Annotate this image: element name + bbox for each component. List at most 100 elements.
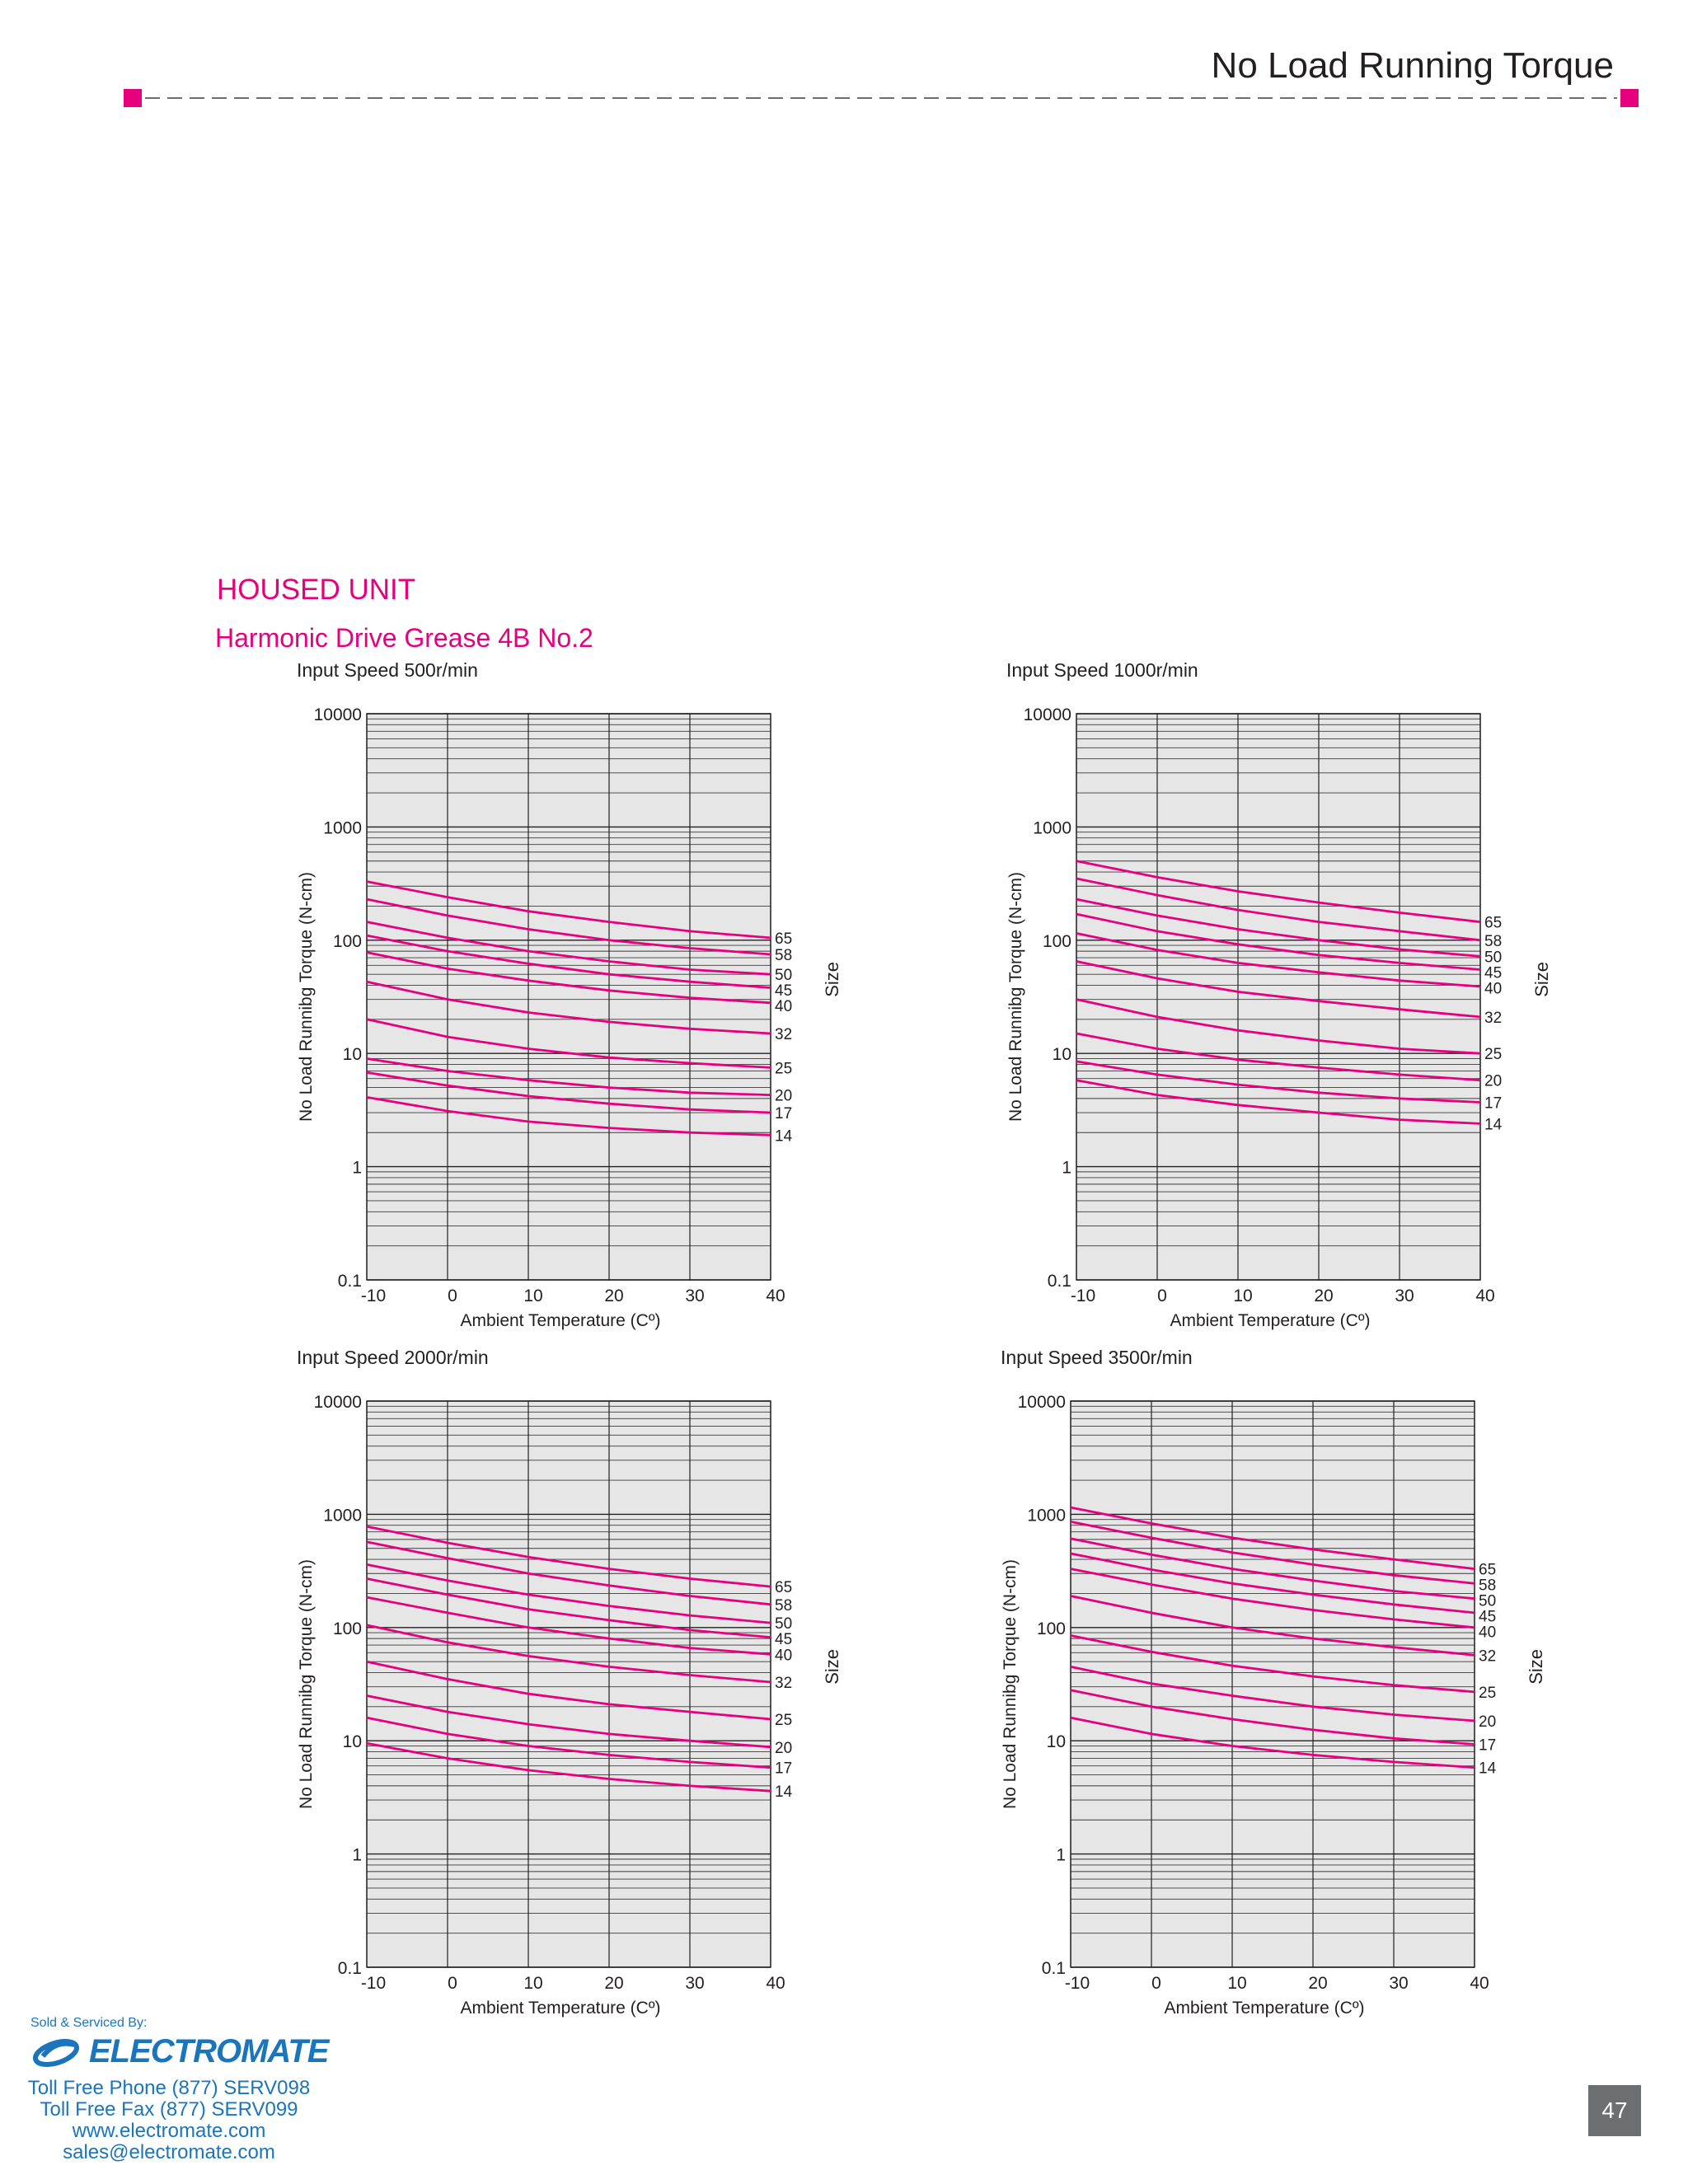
series-label-size-20: 20 <box>1484 1073 1502 1090</box>
x-tick-label: 0 <box>1157 1286 1167 1305</box>
x-axis-label: Ambient Temperature (Cº) <box>460 1999 660 2018</box>
series-line-size-58 <box>366 898 771 956</box>
series-label-size-50: 50 <box>775 967 792 984</box>
series-label-size-65: 65 <box>775 1579 792 1596</box>
x-tick-label: 40 <box>1475 1286 1494 1305</box>
y-tick-label: 10000 <box>1018 1393 1066 1412</box>
y-tick-label: 0.1 <box>1042 1959 1066 1978</box>
y-axis-label: No Load Runnibg Torque (N-cm) <box>1001 1559 1020 1809</box>
y-tick-label: 0.1 <box>338 1959 362 1978</box>
series-line-size-25 <box>1070 1634 1475 1694</box>
series-line-size-45 <box>1070 1552 1475 1615</box>
website-link[interactable]: www.electromate.com <box>72 2120 266 2142</box>
x-tick-label: 30 <box>1395 1286 1414 1305</box>
chart-3500rpm: Input Speed 3500r/min 10000 1000 100 10 1 0.1… <box>1001 1347 1688 2018</box>
x-tick-label: 20 <box>604 1974 623 1993</box>
series-line-size-58 <box>1076 877 1481 942</box>
x-tick-label: 30 <box>1389 1974 1408 1993</box>
y-tick-label: 100 <box>1043 932 1071 951</box>
chart-1000rpm: Input Speed 1000r/min 10000 1000 100 10 1 0.1… <box>1006 659 1688 1330</box>
series-label-size-20: 20 <box>775 1088 792 1105</box>
series-label-size-14: 14 <box>775 1127 793 1145</box>
series-line-size-50 <box>366 1563 771 1624</box>
series-label-size-14: 14 <box>1479 1760 1497 1778</box>
chart-title: Input Speed 1000r/min <box>1006 659 1198 681</box>
series-label-size-45: 45 <box>1484 964 1502 982</box>
y-tick-label: 1000 <box>323 818 362 837</box>
brand-name: ELECTROMATE <box>89 2032 329 2069</box>
x-tick-label: 0 <box>448 1974 457 1993</box>
series-line-size-50 <box>1070 1537 1475 1601</box>
series-label-size-17: 17 <box>775 1760 792 1778</box>
series-line-size-32 <box>366 1624 771 1684</box>
y-axis-label: No Load Runnibg Torque (N-cm) <box>297 1559 316 1809</box>
plot-border <box>1076 713 1481 1281</box>
legend-title: Size <box>822 962 842 997</box>
x-tick-label: 0 <box>448 1286 457 1305</box>
series-line-size-50 <box>1076 898 1481 958</box>
plot-area <box>1071 1401 1475 1967</box>
electromate-logo[interactable]: ELECTROMATE <box>31 2031 329 2072</box>
plot-border <box>366 1400 771 1968</box>
series-line-size-25 <box>1076 998 1481 1055</box>
series-label-size-58: 58 <box>1479 1577 1496 1595</box>
y-tick-label: 10 <box>1047 1732 1066 1751</box>
y-tick-label: 1000 <box>1033 818 1071 837</box>
series-line-size-65 <box>366 1525 771 1588</box>
y-tick-label: 1 <box>1056 1846 1066 1865</box>
series-line-size-58 <box>1070 1521 1475 1585</box>
chart-title: Input Speed 2000r/min <box>297 1347 489 1368</box>
series-line-size-20 <box>366 1694 771 1749</box>
header-rule <box>124 89 1639 107</box>
series-label-size-20: 20 <box>775 1740 792 1757</box>
toll-free-phone: Toll Free Phone (877) SERV098 <box>27 2077 311 2099</box>
series-label-size-25: 25 <box>1484 1046 1502 1063</box>
series-label-size-50: 50 <box>1484 949 1502 966</box>
x-tick-label: -10 <box>361 1974 386 1993</box>
series-label-size-17: 17 <box>1479 1737 1496 1755</box>
series-label-size-32: 32 <box>1479 1647 1496 1665</box>
series-label-size-45: 45 <box>775 982 792 1000</box>
chart-title: Input Speed 500r/min <box>297 659 478 681</box>
chart-500rpm: Input Speed 500r/min 10000 1000 100 10 1 0.1-… <box>297 659 1006 1330</box>
y-tick-label: 10000 <box>1024 705 1071 724</box>
series-line-size-40 <box>1070 1568 1475 1629</box>
plot-border <box>1070 1400 1475 1968</box>
y-tick-label: 1 <box>352 1159 362 1178</box>
series-line-size-17 <box>366 1716 771 1769</box>
toll-free-fax: Toll Free Fax (877) SERV099 <box>40 2098 298 2121</box>
series-label-size-58: 58 <box>1484 933 1502 950</box>
series-line-size-14 <box>1070 1716 1475 1769</box>
series-line-size-25 <box>366 1660 771 1721</box>
series-label-size-50: 50 <box>1479 1593 1496 1610</box>
series-line-size-32 <box>1070 1595 1475 1657</box>
series-label-size-32: 32 <box>775 1026 792 1043</box>
y-tick-label: 0.1 <box>338 1272 362 1291</box>
series-line-size-32 <box>366 980 771 1035</box>
y-tick-label: 100 <box>1037 1619 1066 1638</box>
series-label-size-32: 32 <box>1484 1010 1502 1027</box>
y-axis-label: No Load Runnibg Torque (N-cm) <box>297 872 316 1122</box>
x-tick-label: 40 <box>766 1974 785 1993</box>
series-line-size-58 <box>366 1540 771 1606</box>
plot-area <box>367 1401 771 1967</box>
x-tick-label: 30 <box>685 1974 704 1993</box>
x-tick-label: 40 <box>766 1286 785 1305</box>
y-tick-label: 10 <box>1053 1045 1071 1064</box>
x-tick-label: 40 <box>1470 1974 1489 1993</box>
series-label-size-14: 14 <box>775 1783 793 1801</box>
series-line-size-40 <box>366 951 771 1005</box>
chart-2000rpm: Input Speed 2000r/min 10000 1000 100 10 1 0.1… <box>297 1347 1006 2018</box>
y-tick-label: 1 <box>1062 1159 1071 1178</box>
y-tick-label: 1000 <box>1027 1506 1066 1525</box>
y-tick-label: 1000 <box>323 1506 362 1525</box>
section-subtitle: Harmonic Drive Grease 4B No.2 <box>215 623 593 653</box>
series-label-size-40: 40 <box>1484 980 1502 997</box>
sold-by-label: Sold & Serviced By: <box>30 2016 148 2030</box>
series-line-size-45 <box>366 934 771 989</box>
series-label-size-32: 32 <box>775 1675 792 1692</box>
email-link[interactable]: sales@electromate.com <box>63 2141 275 2163</box>
